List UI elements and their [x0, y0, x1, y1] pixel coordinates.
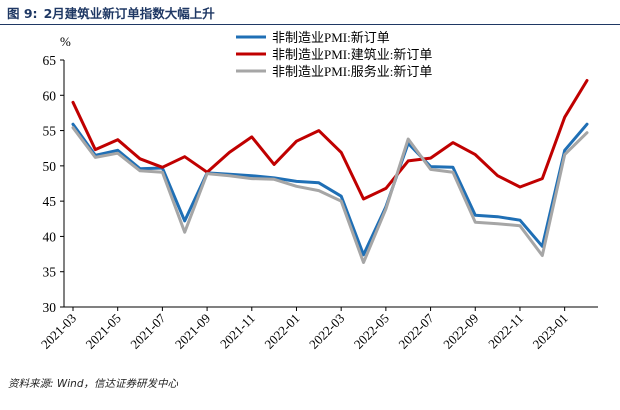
x-tick-label: 2023-01: [530, 311, 571, 352]
x-tick-label: 2022-05: [351, 311, 392, 352]
x-tick-label: 2022-07: [395, 310, 437, 352]
series-lines: [71, 79, 589, 264]
title-divider: [0, 24, 620, 25]
series-line-3: [71, 126, 589, 264]
figure-title-text: 2月建筑业新订单指数大幅上升: [43, 6, 215, 21]
y-axis-ticks: 30 35 40 45 50 55 60 65: [43, 53, 64, 315]
series-line-2: [71, 79, 589, 201]
y-tick-label: 45: [43, 194, 57, 209]
x-tick-label: 2022-11: [485, 311, 526, 352]
x-tick-label: 2021-11: [217, 311, 258, 352]
source-note: 资料来源: Wind，信达证券研发中心: [8, 378, 178, 390]
x-tick-label: 2021-09: [172, 311, 213, 352]
x-tick-label: 2021-05: [83, 311, 124, 352]
y-tick-label: 30: [43, 300, 57, 315]
x-axis-ticks: 2021-03 2021-05 2021-07 2021-09 2021-11 2022-…: [38, 307, 571, 352]
legend-label: 非制造业PMI:新订单: [272, 30, 390, 45]
x-tick-label: 2022-09: [440, 311, 481, 352]
legend-label: 非制造业PMI:建筑业:新订单: [272, 47, 432, 62]
axes: [63, 60, 598, 308]
y-tick-label: 65: [43, 53, 57, 68]
y-unit-label: %: [60, 34, 71, 49]
x-tick-label: 2021-03: [38, 311, 79, 352]
figure-number: 图 9:: [7, 6, 38, 21]
y-tick-label: 50: [43, 159, 57, 174]
legend-label: 非制造业PMI:服务业:新订单: [272, 64, 432, 79]
x-tick-label: 2022-03: [306, 311, 347, 352]
legend: 非制造业PMI:新订单非制造业PMI:建筑业:新订单非制造业PMI:服务业:新订…: [236, 30, 432, 79]
series-line-1: [71, 122, 589, 257]
y-tick-label: 40: [43, 229, 57, 244]
y-tick-label: 55: [43, 124, 57, 139]
x-tick-label: 2021-07: [127, 310, 169, 352]
y-tick-label: 35: [43, 265, 57, 280]
y-tick-label: 60: [43, 88, 57, 103]
x-tick-label: 2022-01: [261, 311, 302, 352]
figure-title: 图 9: 2月建筑业新订单指数大幅上升: [7, 3, 215, 22]
